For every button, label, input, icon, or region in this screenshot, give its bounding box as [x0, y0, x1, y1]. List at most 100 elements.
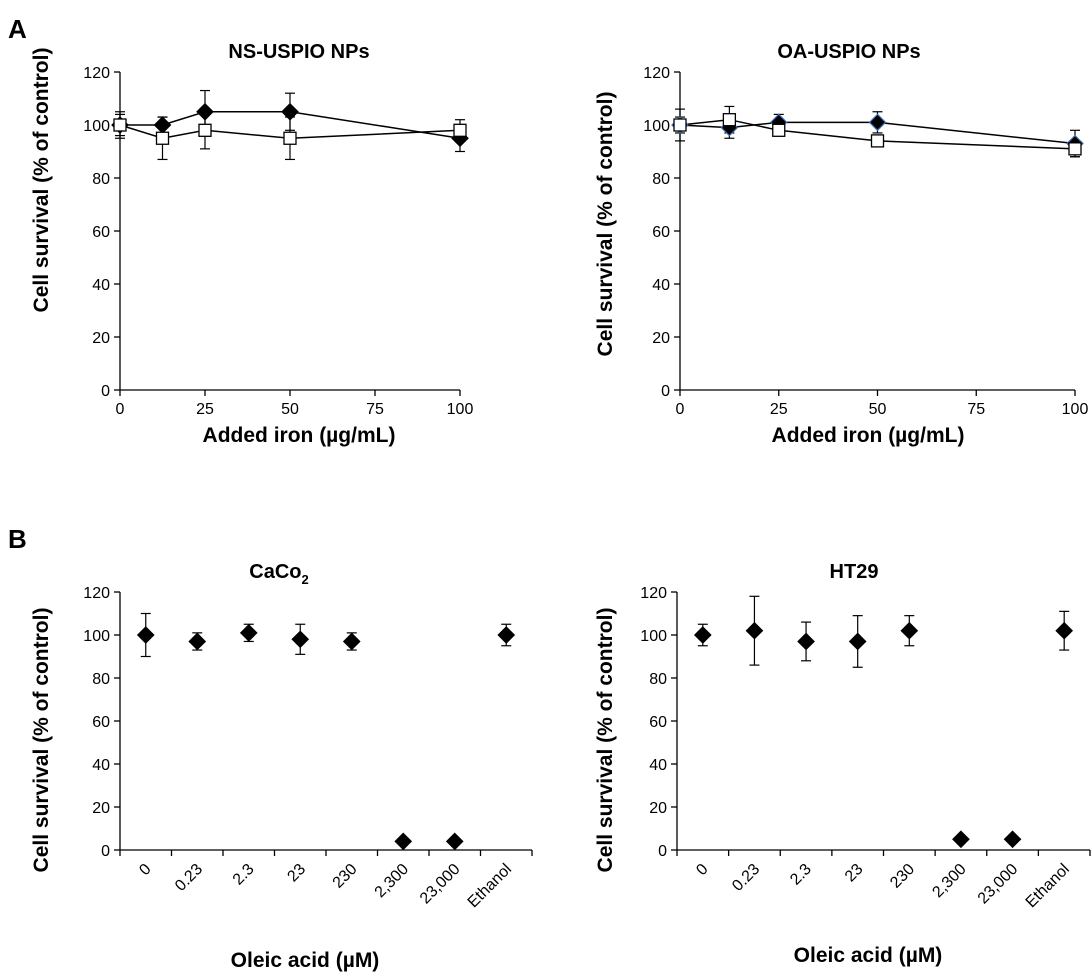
x-tick-label: 100 [1062, 401, 1089, 418]
data-point [1003, 830, 1022, 849]
plot-area: 0 20 40 60 80 100 120 0 0.23 2.3 23 230 2,300 23,000 E… [640, 585, 1091, 911]
data-point [1055, 621, 1074, 640]
x-tick-label: Ethanol [1023, 861, 1073, 911]
data-point [952, 830, 970, 849]
x-tick-label: 25 [196, 401, 214, 418]
data-point [693, 626, 712, 644]
panel-label-b: B [8, 524, 27, 554]
data-point [797, 632, 815, 651]
data-point [136, 626, 155, 644]
x-tick-label: 2,300 [929, 861, 969, 901]
data-point [870, 134, 885, 148]
y-tick-label: 120 [83, 65, 110, 82]
x-tick-label: 230 [330, 861, 361, 892]
y-axis-label: Cell survival (% of control) [594, 92, 617, 357]
y-tick-label: 40 [649, 757, 667, 774]
y-tick-label: 20 [92, 330, 110, 347]
data-point [1068, 142, 1082, 156]
y-axis-label: Cell survival (% of control) [30, 48, 53, 313]
y-tick-label: 120 [640, 585, 667, 602]
y-tick-label: 100 [640, 628, 667, 645]
y-tick-label: 60 [652, 224, 670, 241]
x-axis-label: Added iron (µg/mL) [772, 424, 965, 447]
data-point [722, 113, 737, 127]
chart-title: CaCo2 [249, 561, 308, 587]
x-tick-label: 0 [116, 401, 125, 418]
y-tick-label: 80 [92, 171, 110, 188]
y-axis-label: Cell survival (% of control) [30, 608, 53, 873]
panel-label-a: A [8, 14, 27, 44]
x-tick-label: 23,000 [417, 861, 464, 908]
y-axis-label: Cell survival (% of control) [594, 608, 617, 873]
x-axis-label: Oleic acid (µM) [794, 944, 943, 967]
y-tick-label: 20 [649, 800, 667, 817]
y-tick-label: 0 [101, 383, 110, 400]
y-tick-label: 100 [83, 628, 110, 645]
data-point [198, 123, 212, 137]
chart-title: HT29 [830, 561, 879, 583]
data-point [155, 131, 170, 145]
data-point [113, 118, 127, 132]
y-tick-label: 20 [92, 800, 110, 817]
y-tick-label: 0 [658, 843, 667, 860]
y-tick-label: 120 [643, 65, 670, 82]
data-point [394, 832, 413, 851]
x-tick-label: 25 [770, 401, 788, 418]
x-tick-label: Ethanol [465, 861, 515, 911]
data-point [239, 624, 258, 642]
y-tick-label: 20 [652, 330, 670, 347]
data-point [848, 632, 867, 651]
x-axis-label: Oleic acid (µM) [231, 949, 380, 972]
data-point [283, 131, 297, 145]
chart-ns-uspio: NS-USPIO NPs Added iron (µg/mL) Cell sur… [30, 41, 473, 447]
y-tick-label: 60 [92, 714, 110, 731]
data-point [497, 626, 516, 644]
x-tick-label: 0 [693, 861, 711, 879]
plot-area: 0 20 40 60 80 100 120 0 25 50 75 100 [643, 65, 1088, 418]
y-tick-label: 40 [92, 757, 110, 774]
plot-area: 0 20 40 60 80 100 120 0 25 50 75 100 [83, 65, 473, 418]
data-point [673, 118, 687, 132]
data-point [900, 621, 919, 640]
chart-title-main: CaCo [249, 561, 301, 583]
x-axis-label: Added iron (µg/mL) [203, 424, 396, 447]
x-tick-label: 0 [136, 861, 154, 879]
data-point [453, 123, 467, 137]
chart-title-subscript: 2 [302, 572, 309, 587]
y-tick-label: 120 [83, 585, 110, 602]
y-tick-label: 100 [643, 118, 670, 135]
data-point [772, 123, 786, 137]
x-tick-label: 2.3 [230, 861, 258, 889]
chart-title: OA-USPIO NPs [777, 41, 920, 63]
y-tick-label: 60 [92, 224, 110, 241]
x-tick-label: 2.3 [787, 861, 815, 889]
y-tick-label: 0 [101, 843, 110, 860]
x-tick-label: 0.23 [172, 861, 206, 895]
x-tick-label: 23 [284, 861, 309, 886]
data-point [868, 113, 887, 132]
chart-caco2: CaCo2 Oleic acid (µM) Cell survival (% o… [30, 561, 533, 972]
plot-area: 0 20 40 60 80 100 120 0 0.23 2.3 23 230 2,300 23,000 E… [83, 585, 533, 911]
x-tick-label: 75 [366, 401, 384, 418]
y-tick-label: 80 [652, 171, 670, 188]
data-point [281, 102, 299, 121]
x-tick-label: 50 [281, 401, 299, 418]
x-tick-label: 75 [967, 401, 985, 418]
y-tick-label: 100 [83, 118, 110, 135]
data-point [745, 621, 764, 640]
x-tick-label: 0 [676, 401, 685, 418]
y-tick-label: 80 [649, 671, 667, 688]
data-point [445, 832, 464, 851]
x-tick-label: 2,300 [372, 861, 412, 901]
y-tick-label: 0 [661, 383, 670, 400]
y-tick-label: 40 [652, 277, 670, 294]
x-tick-label: 50 [869, 401, 887, 418]
data-point [196, 102, 214, 121]
y-tick-label: 80 [92, 671, 110, 688]
data-point [188, 632, 207, 651]
data-point [342, 632, 361, 651]
data-point [153, 116, 172, 134]
x-tick-label: 100 [447, 401, 474, 418]
x-tick-label: 230 [887, 861, 918, 892]
